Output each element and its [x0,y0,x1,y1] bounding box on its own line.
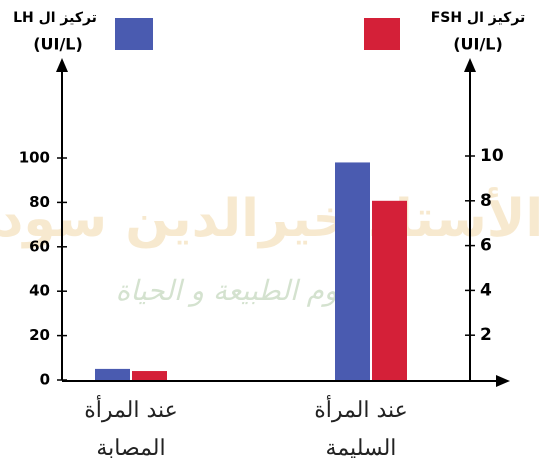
y2-tick-label: 4 [480,280,492,300]
watermark: الأستاذ خيرالدين سود [0,186,539,249]
y-tick-label: 100 [19,149,50,167]
y-tick-label: 20 [29,326,50,344]
arrow [496,375,510,387]
bar [335,162,370,380]
legend-label: تركيز ال FSH [431,10,526,26]
bar [95,368,130,380]
legend-swatch [115,18,153,50]
y-label: (UI/L) [33,35,83,54]
y-tick-label: 60 [29,237,50,255]
legend-swatch [364,18,400,50]
y2-label: (UI/L) [453,35,503,54]
y-tick-label: 80 [29,193,50,211]
y-tick-label: 40 [29,282,50,300]
x-tick-label: عند المرأة المصابة [84,398,178,461]
bar [132,371,167,380]
y2-tick-label: 2 [480,325,492,345]
x-tick-label: عند المرأة السليمة [314,398,408,461]
bar [372,200,407,380]
y2-tick-label: 10 [480,146,504,166]
y2-tick-label: 8 [480,191,492,211]
arrow [56,58,68,72]
legend-label: تركيز ال LH [13,10,97,26]
y-tick-label: 0 [40,371,50,389]
arrow [464,58,476,72]
watermark: علوم الطبيعة و الحياة [116,274,365,307]
y2-tick-label: 6 [480,236,492,256]
